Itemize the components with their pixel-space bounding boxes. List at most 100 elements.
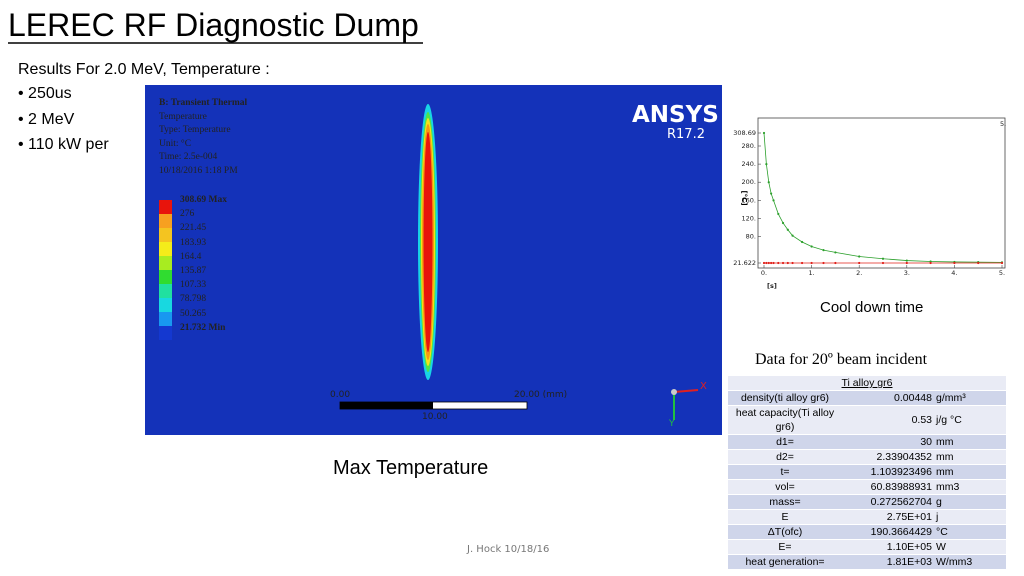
legend-label: 183.93 (180, 237, 207, 248)
table-cell: j/g °C (934, 405, 1006, 435)
table-row: mass= 0.272562704 g (728, 494, 1006, 510)
legend-label: 135.87 (180, 266, 207, 276)
data-point (762, 261, 766, 265)
axis-label: X (700, 381, 707, 392)
data-point (770, 261, 773, 265)
data-point (977, 261, 980, 265)
table-cell: 1.10E+05 (842, 539, 934, 555)
sim-header: Type: Temperature (159, 125, 231, 135)
data-point (905, 259, 908, 262)
table-cell: 60.83988931 (842, 479, 934, 495)
data-point (834, 251, 837, 254)
footer: J. Hock 10/18/16 (467, 544, 550, 555)
table-row: E 2.75E+01 j (728, 509, 1006, 525)
table-cell: d1= (728, 434, 842, 450)
caption: Data for 20º beam incident (755, 351, 928, 368)
table-cell: d2= (728, 449, 842, 465)
table-cell: vol= (728, 479, 842, 495)
scale-label: 20.00 (mm) (514, 390, 568, 400)
table-cell: g (934, 494, 1006, 510)
chart-frame (757, 117, 1006, 269)
title: LEREC RF Diagnostic Dump (8, 7, 419, 43)
table-row: t= 1.103923496 mm (728, 464, 1006, 480)
data-point (767, 181, 770, 184)
scale-label: 0.00 (330, 390, 351, 400)
table-cell: 0.53 (842, 405, 934, 435)
logo: ANSYS (632, 102, 719, 128)
scale-bar (339, 401, 528, 410)
table-cell: 1.103923496 (842, 464, 934, 480)
table-cell: mm (934, 434, 1006, 450)
legend-label: 221.45 (180, 223, 207, 234)
table-row: Ti alloy gr6 (728, 376, 1006, 391)
y-tick-label: 80. (746, 233, 756, 241)
data-point (786, 261, 789, 265)
y-tick-label: 280. (742, 142, 756, 150)
x-tick-label: 0. (761, 269, 767, 277)
table-row: vol= 60.83988931 mm3 (728, 479, 1006, 495)
data-point (767, 261, 770, 265)
legend-label: 164.4 (180, 251, 202, 262)
data-point (1000, 261, 1004, 265)
y-tick-label: 308.69 (733, 129, 756, 137)
table-cell: E= (728, 539, 842, 555)
scale-label: 10.00 (422, 412, 448, 422)
data-point (791, 261, 794, 265)
data-point (765, 261, 768, 265)
data-point (929, 261, 932, 265)
table-cell: °C (934, 524, 1006, 540)
table-cell: W (934, 539, 1006, 555)
table-row: ΔT(ofc) 190.3664429 °C (728, 524, 1006, 540)
hot-spot (418, 104, 438, 380)
data-point (765, 163, 768, 166)
data-point (822, 249, 825, 252)
table-cell: 190.3664429 (842, 524, 934, 540)
table-cell: 2.33904352 (842, 449, 934, 465)
sim-header: Time: 2.5e-004 (159, 152, 218, 162)
legend-label: 21.732 Min (180, 322, 226, 333)
table-cell: 30 (842, 434, 934, 450)
table-title: Ti alloy gr6 (728, 376, 1006, 391)
table-row: d1= 30 mm (728, 434, 1006, 450)
table-cell: 1.81E+03 (842, 554, 934, 570)
y-tick-label: 120. (742, 214, 756, 222)
sim-header: 10/18/2016 1:18 PM (159, 165, 238, 176)
table-cell: 0.00448 (842, 390, 934, 406)
sim-header: B: Transient Thermal (159, 98, 248, 108)
data-point (881, 257, 885, 260)
data-point (777, 212, 780, 216)
data-point (953, 261, 956, 265)
legend-label: 107.33 (180, 280, 207, 291)
legend-label: 308.69 Max (180, 195, 227, 205)
y-tick-label: 160. (742, 196, 756, 204)
table-row: heat generation= 1.81E+03 W/mm3 (728, 554, 1006, 570)
table-row: E= 1.10E+05 W (728, 539, 1006, 555)
y-axis-label: [°C] (740, 190, 748, 205)
data-point (858, 261, 861, 265)
table-cell: W/mm3 (934, 554, 1006, 570)
data-point (810, 245, 813, 248)
x-tick-label: 3. (904, 269, 910, 277)
sim-header: Unit: °C (159, 138, 192, 149)
x-tick-label: 1. (808, 269, 814, 277)
table-cell: density(ti alloy gr6) (728, 390, 842, 406)
legend-label: 276 (180, 209, 195, 220)
table-cell: g/mm³ (934, 390, 1006, 406)
data-point (786, 228, 789, 231)
table-cell: mm3 (934, 479, 1006, 495)
data-point (772, 199, 775, 202)
table-cell: mass= (728, 494, 842, 510)
table-cell: t= (728, 464, 842, 480)
data-point (777, 261, 780, 265)
data-point (770, 192, 773, 195)
axis-triad (671, 389, 699, 420)
corner-label: 5. (1000, 120, 1006, 128)
x-axis-label: [s] (767, 282, 777, 290)
data-point (822, 261, 825, 265)
sim-header: Temperature (159, 111, 207, 122)
data-point (929, 260, 932, 263)
table-row: d2= 2.33904352 mm (728, 449, 1006, 465)
y-tick-label: 21.622 (733, 259, 756, 267)
